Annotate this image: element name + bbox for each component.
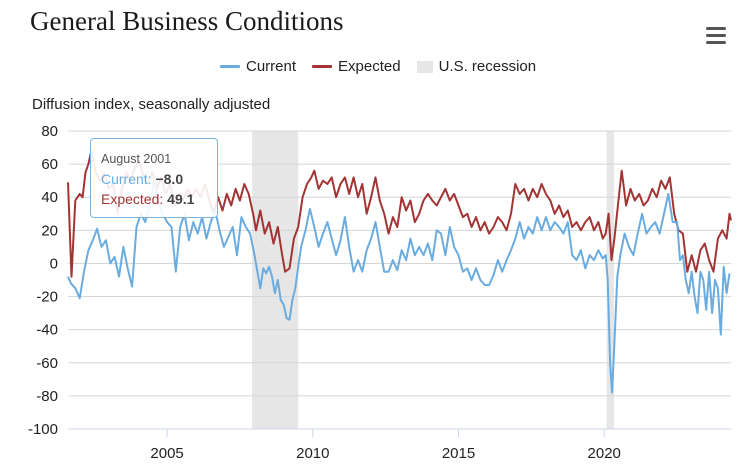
tooltip-expected: Expected: 49.1 — [101, 189, 207, 209]
y-tick-label: -80 — [36, 388, 58, 405]
tooltip-current: Current: −8.0 — [101, 169, 207, 189]
tooltip-current-label: Current: — [101, 171, 152, 187]
legend-item-expected[interactable]: Expected — [312, 58, 401, 75]
tooltip-date: August 2001 — [101, 152, 172, 166]
legend-swatch-expected — [312, 65, 333, 68]
y-tick-label: 80 — [41, 123, 58, 140]
legend-label-recession: U.S. recession — [438, 58, 537, 75]
chart-legend: Current Expected U.S. recession — [220, 58, 536, 75]
legend-item-current[interactable]: Current — [220, 58, 296, 75]
y-tick-label: 20 — [41, 222, 58, 239]
chart-title: General Business Conditions — [30, 6, 344, 36]
y-tick-label: -60 — [36, 355, 58, 372]
legend-label-expected: Expected — [338, 58, 401, 75]
y-tick-label: 0 — [50, 255, 58, 272]
hamburger-icon-bar — [706, 33, 726, 37]
series-line-current — [67, 179, 731, 394]
legend-item-recession[interactable]: U.S. recession — [416, 58, 537, 75]
tooltip-current-value: −8.0 — [155, 171, 184, 187]
legend-label-current: Current — [246, 58, 297, 75]
y-axis-label: Diffusion index, seasonally adjusted — [32, 96, 271, 113]
y-tick-label: -20 — [36, 289, 58, 306]
tooltip-expected-value: 49.1 — [167, 191, 195, 207]
chart-tooltip: August 2001 Current: −8.0 Expected: 49.1 — [90, 138, 218, 218]
y-tick-label: -100 — [28, 421, 58, 438]
legend-swatch-recession — [416, 60, 433, 73]
tooltip-expected-label: Expected: — [101, 191, 164, 207]
x-tick-label: 2020 — [588, 445, 621, 462]
x-tick-label: 2005 — [150, 445, 183, 462]
recession-band — [606, 131, 614, 429]
chart-menu-button[interactable] — [700, 22, 730, 48]
x-tick-label: 2015 — [442, 445, 475, 462]
x-tick-label: 2010 — [296, 445, 329, 462]
y-tick-label: -40 — [36, 322, 58, 339]
y-tick-label: 40 — [41, 189, 58, 206]
hamburger-icon — [706, 26, 726, 30]
legend-swatch-current — [220, 65, 240, 68]
hamburger-icon-bar — [706, 40, 726, 44]
y-tick-label: 60 — [41, 156, 58, 173]
